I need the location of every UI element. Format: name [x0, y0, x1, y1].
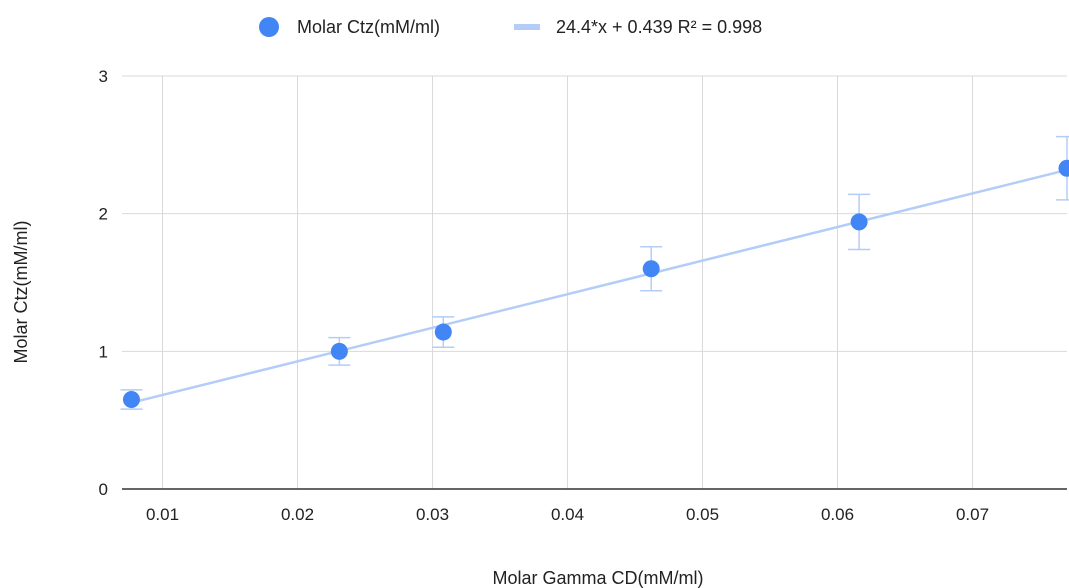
x-tick-label: 0.06: [821, 505, 854, 524]
y-axis-title: Molar Ctz(mM/ml): [11, 221, 31, 364]
x-tick-label: 0.02: [281, 505, 314, 524]
data-point: [850, 213, 868, 231]
data-point: [122, 391, 140, 409]
trendline-layer: [131, 168, 1068, 404]
legend-series-label: Molar Ctz(mM/ml): [297, 17, 440, 37]
data-points: [122, 159, 1069, 409]
x-tick-label: 0.03: [416, 505, 449, 524]
x-tick-label: 0.04: [551, 505, 584, 524]
x-tick-label: 0.01: [146, 505, 179, 524]
data-point: [434, 323, 452, 341]
x-tick-label: 0.07: [956, 505, 989, 524]
error-bars: [120, 135, 1069, 410]
gridlines: [122, 75, 1067, 490]
y-tick-label: 1: [99, 342, 108, 361]
tick-labels: 0.01 0.02 0.03 0.04 0.05 0.06 0.07 0 1 2 3: [99, 67, 990, 524]
data-point: [1058, 159, 1069, 177]
legend-trendline-swatch-icon: [514, 24, 540, 30]
y-tick-label: 0: [99, 480, 108, 499]
data-point: [330, 342, 348, 360]
legend-trendline-label: 24.4*x + 0.439 R² = 0.998: [556, 17, 762, 37]
y-tick-label: 3: [99, 67, 108, 86]
legend-series-marker-icon: [259, 17, 279, 37]
data-point: [642, 260, 660, 278]
x-tick-label: 0.05: [686, 505, 719, 524]
trendline: [131, 168, 1068, 404]
y-tick-label: 2: [99, 205, 108, 224]
legend[interactable]: Molar Ctz(mM/ml) 24.4*x + 0.439 R² = 0.9…: [259, 17, 762, 37]
x-axis-title: Molar Gamma CD(mM/ml): [493, 568, 704, 588]
